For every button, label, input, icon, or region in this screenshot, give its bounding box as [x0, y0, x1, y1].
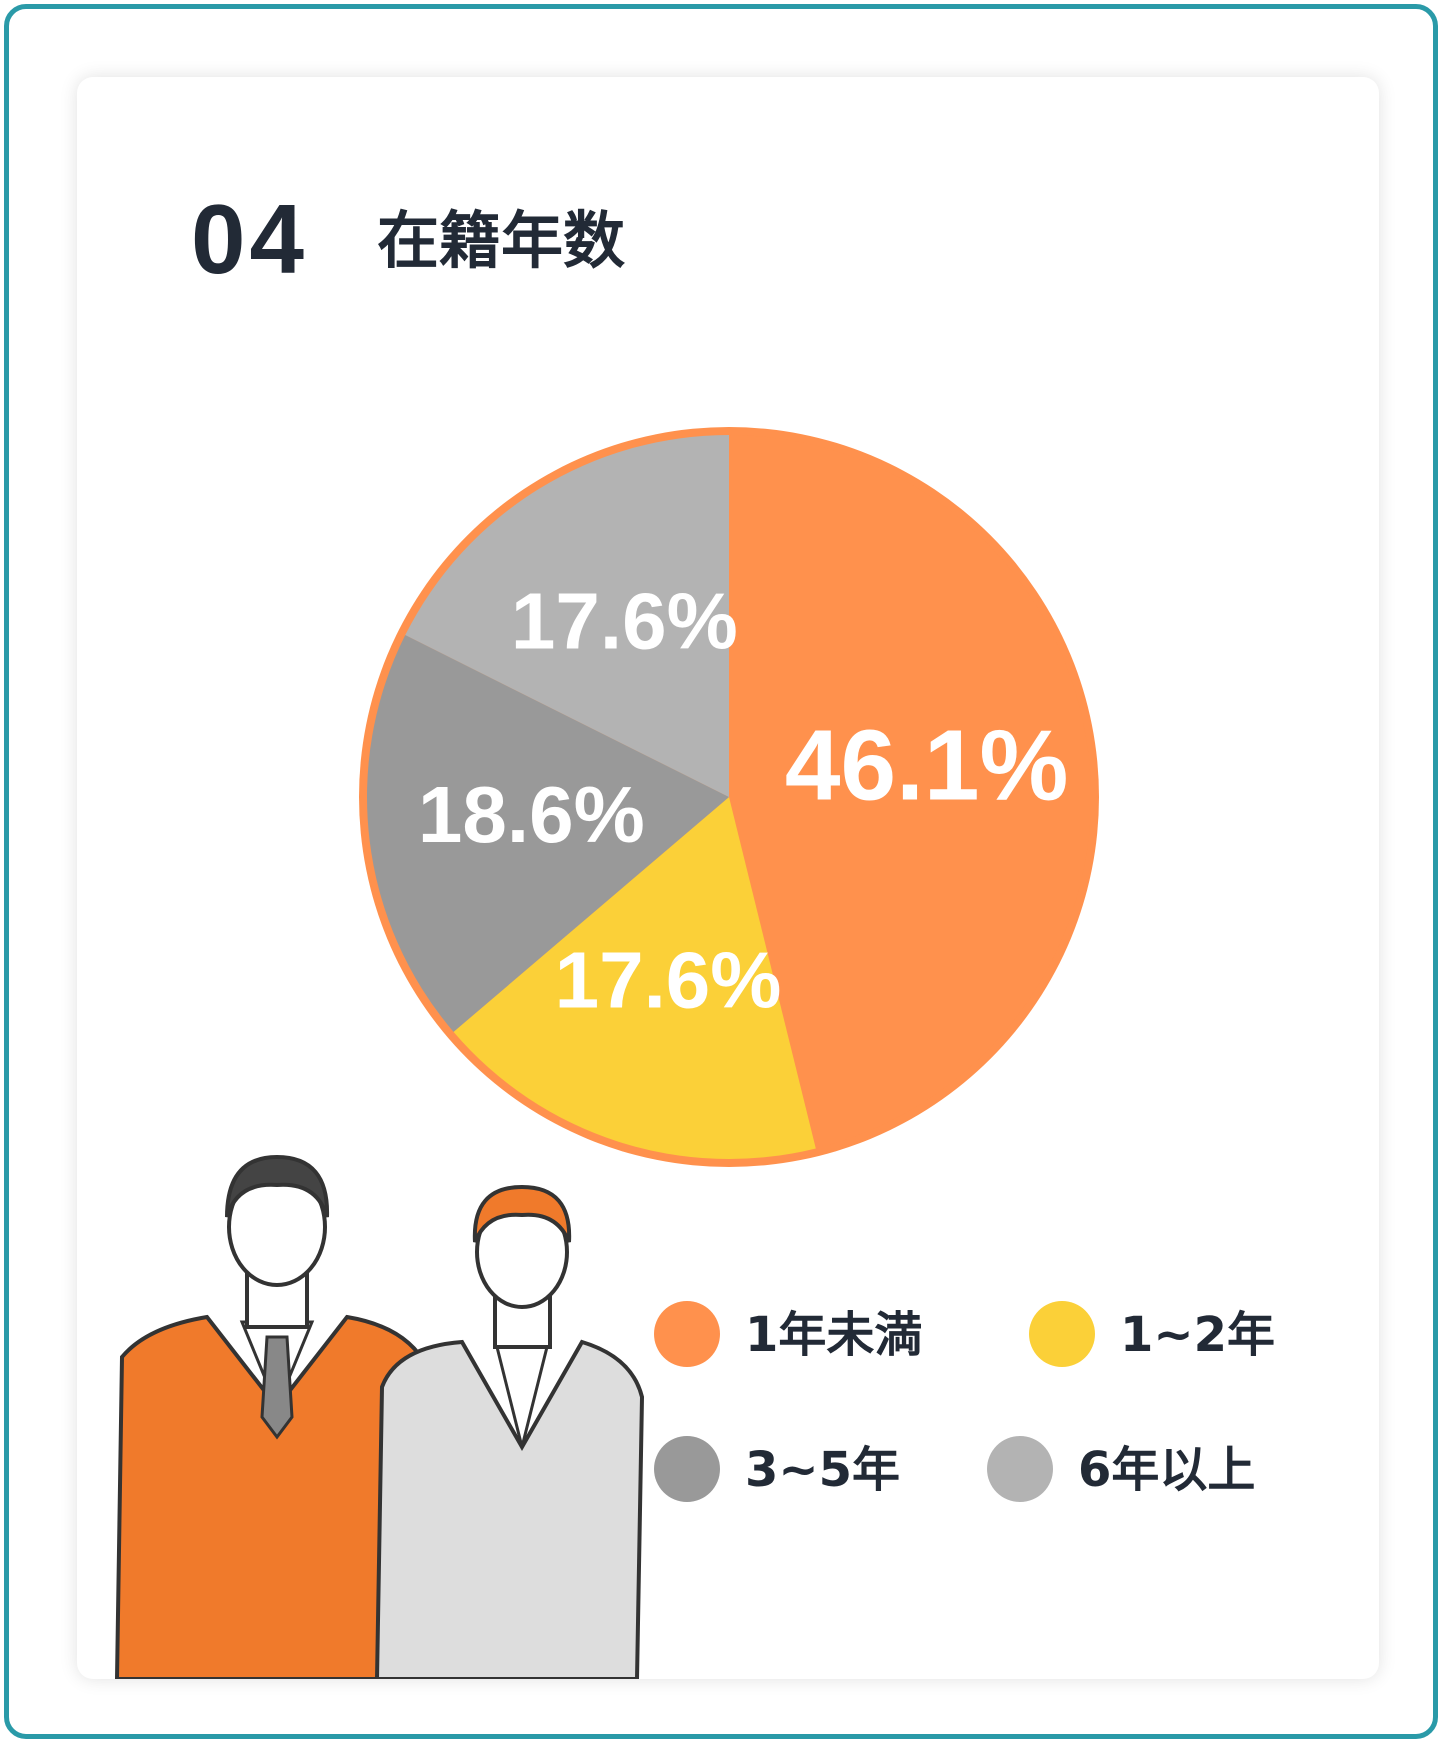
legend-swatch: [1029, 1301, 1095, 1367]
illustration: [114, 1154, 645, 1679]
frame: 04 在籍年数 46.1% 17.6% 18.6% 17.6% 1年未満 1~2年 3~5年…: [4, 4, 1438, 1739]
chart-title: 在籍年数: [377, 204, 625, 277]
card: 04 在籍年数 46.1% 17.6% 18.6% 17.6% 1年未満 1~2年 3~5年…: [77, 77, 1379, 1679]
legend-swatch: [987, 1436, 1053, 1502]
section-number: 04: [191, 184, 308, 294]
legend-swatch: [654, 1301, 720, 1367]
chart: 04 在籍年数 46.1% 17.6% 18.6% 17.6% 1年未満 1~2年 3~5年…: [114, 184, 1275, 1679]
slice-label: 17.6%: [555, 936, 782, 1025]
pie-slice: [729, 435, 1092, 1149]
legend-label: 3~5年: [745, 1442, 900, 1498]
pie-slice: [453, 797, 816, 1160]
slice-label: 17.6%: [511, 577, 738, 666]
legend-label: 1年未満: [745, 1307, 922, 1363]
slice-label: 46.1%: [785, 709, 1069, 821]
legend-label: 6年以上: [1078, 1442, 1255, 1498]
pie-slice: [367, 635, 729, 1032]
legend-label: 1~2年: [1120, 1307, 1275, 1363]
slice-label: 18.6%: [418, 770, 645, 859]
legend-swatch: [654, 1436, 720, 1502]
pie-slice: [405, 435, 729, 797]
